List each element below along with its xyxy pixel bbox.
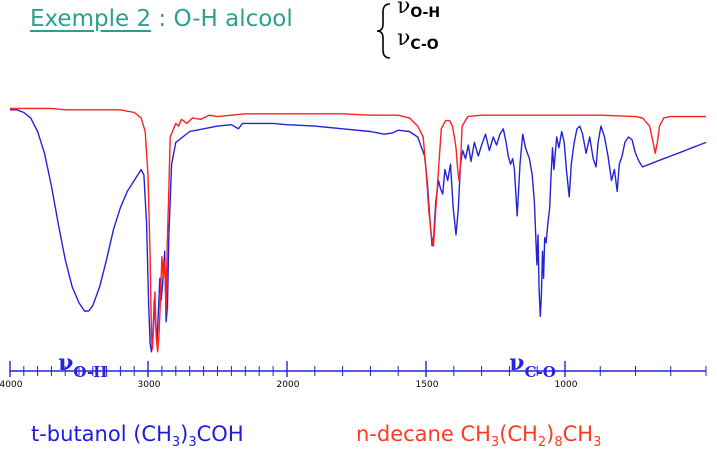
major-ticks: 4000 3000 2000 1500 1000: [0, 361, 578, 390]
legend-t-butanol: t-butanol (CH3)3COH: [31, 422, 244, 451]
title-example-label: Exemple 2: [30, 6, 152, 32]
tick-label-2000: 2000: [277, 380, 300, 390]
annotation-nu-o-h: νO-H: [58, 350, 107, 381]
legend-n-decane: n-decane CH3(CH2)8CH3: [356, 422, 602, 451]
brace-nu-oh: νO-H: [397, 0, 441, 21]
series-layer: [10, 107, 707, 353]
annotation-nu-c-o: νC-O: [509, 350, 556, 381]
curly-brace-icon: [376, 3, 391, 59]
title-rest: : O-H alcool: [151, 6, 293, 32]
series-line-t-butanol: [10, 109, 707, 353]
brace-nu-co: νC-O: [397, 26, 439, 53]
series-line-n-decane: [10, 107, 706, 353]
annotation-layer: νO-H νC-O: [58, 350, 556, 381]
tick-label-1500: 1500: [416, 380, 439, 390]
tick-label-3000: 3000: [138, 380, 161, 390]
tick-label-1000: 1000: [555, 380, 578, 390]
tick-label-4000: 4000: [0, 380, 23, 390]
slide-title: Exemple 2 : O-H alcool: [30, 6, 293, 32]
